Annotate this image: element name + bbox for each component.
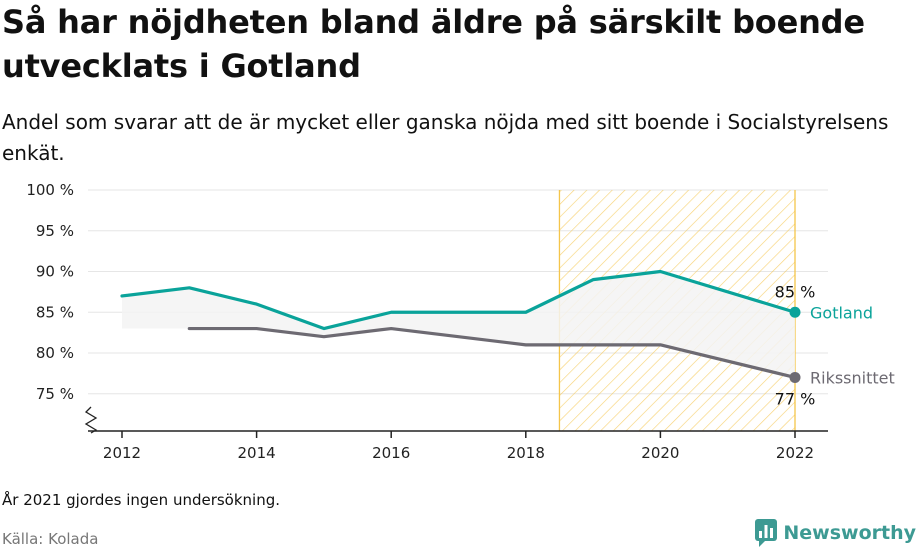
series-end-marker-riks	[789, 371, 801, 383]
source-text: Källa: Kolada	[2, 530, 99, 548]
series-value-label-riks: 77 %	[775, 389, 816, 408]
difference-band	[122, 271, 795, 378]
axes: 2012 2014 2016 2018 2020 2022	[84, 406, 828, 462]
series-lines	[120, 269, 801, 383]
line-chart: 100 %95 %90 %85 %80 %75 % 2012 2014 2016 20…	[26, 181, 895, 462]
brand-name: Newsworthy	[783, 522, 916, 544]
y-tick-label: 75 %	[36, 385, 74, 403]
y-tick-label: 80 %	[36, 344, 74, 362]
series-end-marker-gotland	[789, 306, 801, 318]
newsworthy-logo-icon	[755, 519, 778, 547]
footnote: År 2021 gjordes ingen undersökning.	[2, 491, 281, 509]
x-tick-label: 2020	[641, 444, 679, 462]
chart-title: Så har nöjdheten bland äldre på särskilt…	[2, 3, 865, 85]
data-labels: Gotland 85 % Rikssnittet 77 %	[775, 282, 895, 408]
x-tick-label: 2012	[103, 444, 141, 462]
y-tick-label: 95 %	[36, 222, 74, 240]
brand-logo: Newsworthy	[755, 519, 916, 547]
y-tick-label: 90 %	[36, 263, 74, 281]
x-tick-label: 2014	[238, 444, 276, 462]
series-line-riks	[187, 326, 797, 380]
series-value-label-gotland: 85 %	[775, 282, 816, 301]
difference-band-area	[122, 271, 795, 378]
y-tick-label: 100 %	[26, 181, 74, 199]
axis-break-icon	[84, 406, 98, 434]
x-tick-label: 2016	[372, 444, 410, 462]
series-line-gotland	[120, 269, 797, 331]
x-tick-label: 2018	[507, 444, 545, 462]
x-tick-label: 2022	[776, 444, 814, 462]
series-name-label-gotland: Gotland	[810, 303, 873, 322]
chart-subtitle: Andel som svarar att de är mycket eller …	[2, 110, 889, 165]
series-name-label-riks: Rikssnittet	[810, 368, 895, 387]
y-tick-label: 85 %	[36, 303, 74, 321]
